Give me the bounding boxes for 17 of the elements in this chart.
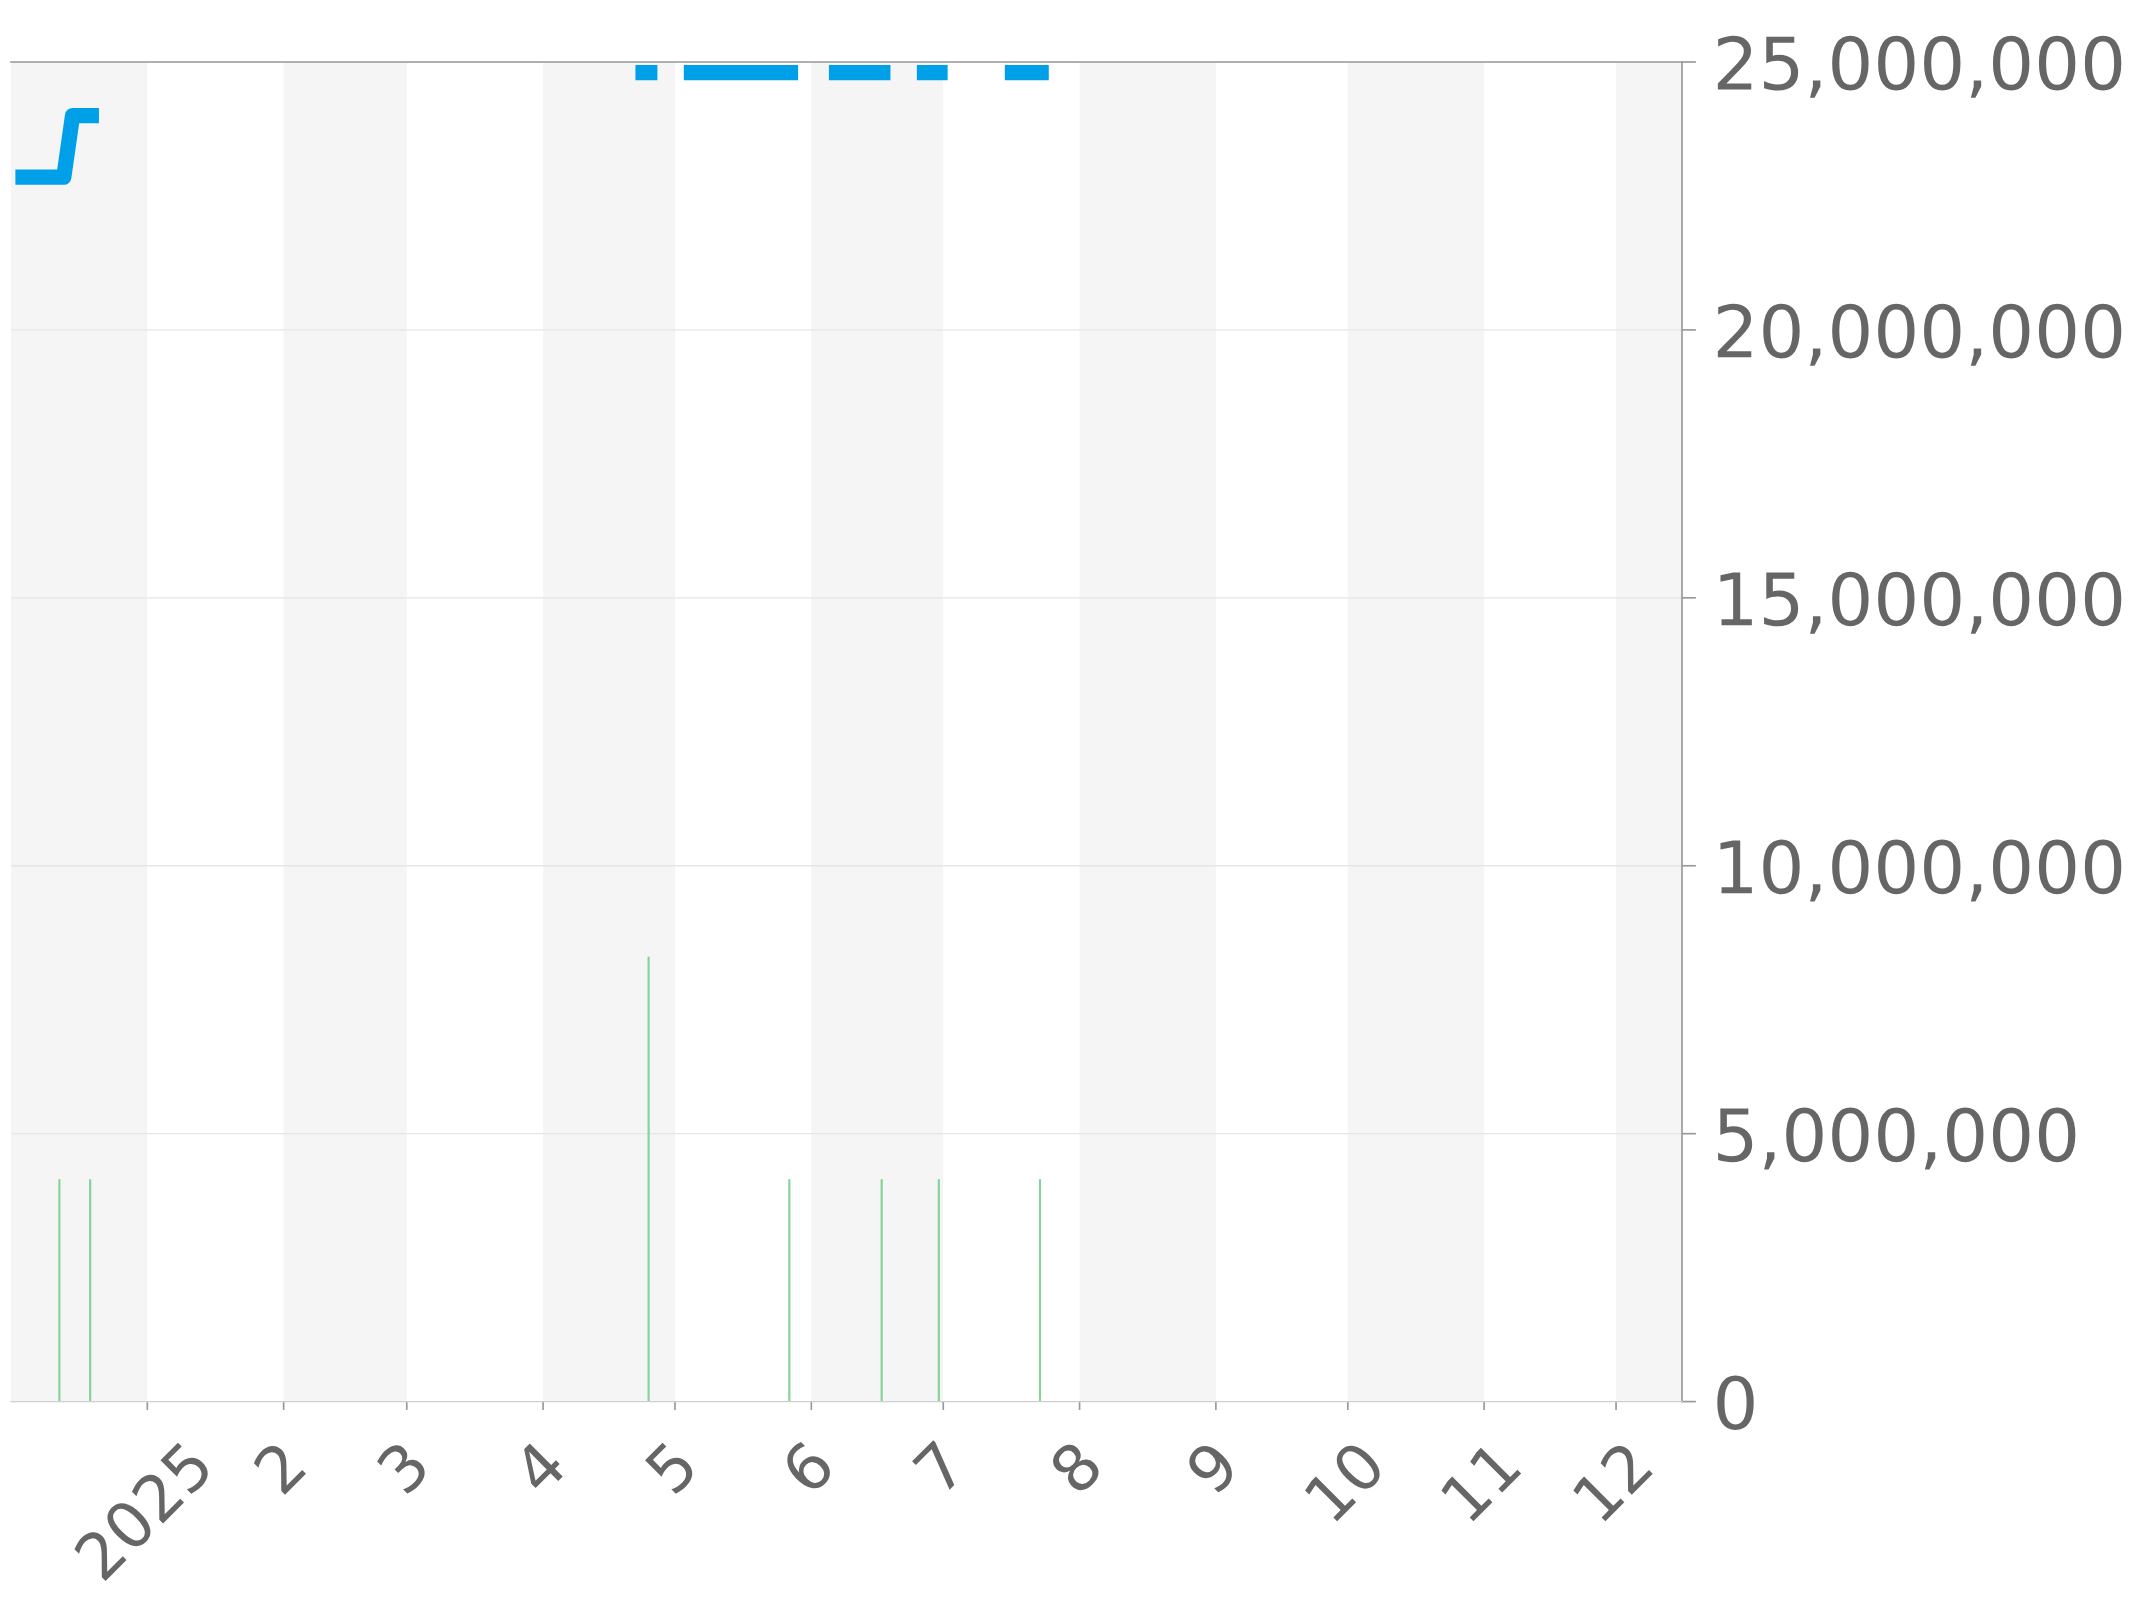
y-tick-label: 10,000,000	[1720, 839, 2122, 902]
y-tick-label: 0	[1717, 1375, 1754, 1431]
x-tick-label: 6	[779, 1438, 836, 1496]
y-tick-label: 20,000,000	[1717, 303, 2122, 366]
x-tick-label: 7	[912, 1440, 967, 1495]
x-tick-label: 10	[1302, 1438, 1387, 1523]
y-tick-label: 25,000,000	[1717, 35, 2122, 98]
x-tick-label: 9	[1183, 1438, 1241, 1496]
x-tick-label: 11	[1439, 1440, 1522, 1522]
x-tick-label: 8	[1047, 1438, 1104, 1496]
x-tick-label: 5	[643, 1440, 699, 1496]
x-tick-label: 12	[1571, 1440, 1653, 1522]
y-tick-label: 5,000,000	[1718, 1107, 2076, 1170]
x-tick-label: 2	[251, 1440, 306, 1495]
y-tick-label: 15,000,000	[1720, 571, 2122, 634]
x-tick-label: 4	[510, 1438, 568, 1496]
x-tick-label: 3	[374, 1439, 431, 1496]
